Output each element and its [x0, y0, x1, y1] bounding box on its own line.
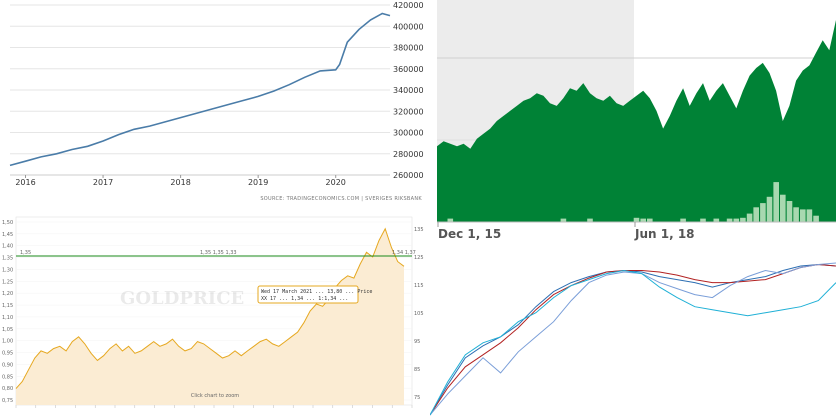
volume-bar: [680, 218, 686, 222]
y-tick-label: 1,10: [2, 315, 13, 321]
watermark: GOLDPRICE: [120, 288, 244, 309]
volume-bar: [766, 196, 773, 222]
y-tick-label: 280000: [393, 150, 424, 159]
y-tick-label: 260000: [393, 171, 424, 180]
volume-bar: [640, 218, 646, 222]
volume-bar: [633, 217, 640, 222]
volume-bar: [740, 217, 746, 222]
x-tick-label: 2020: [326, 178, 346, 187]
y-tick-label: 1,45: [2, 232, 13, 238]
volume-bar: [813, 215, 819, 222]
right-tick-label: 105: [414, 311, 424, 317]
volume-bar: [647, 218, 653, 222]
volume-bar: [746, 213, 753, 222]
y-tick-label: 1,15: [2, 303, 13, 309]
volume-bar: [760, 203, 766, 222]
gold-area: [16, 228, 404, 405]
x-tick-label: 2017: [93, 178, 113, 187]
right-tick-label: 75: [414, 395, 420, 401]
y-tick-label: 1,20: [2, 291, 13, 297]
y-tick-label: 0,85: [2, 374, 13, 380]
y-tick-label: 420000: [393, 1, 424, 10]
footer-note: Click chart to zoom: [191, 393, 239, 399]
right-tick-label: 115: [414, 283, 424, 289]
y-tick-label: 320000: [393, 107, 424, 116]
price-area: [437, 20, 836, 222]
source-note: SOURCE: TRADINGECONOMICS.COM | SVERIGES …: [260, 196, 422, 202]
volume-bar: [753, 207, 759, 222]
series-line: [430, 263, 836, 416]
y-tick-label: 360000: [393, 65, 424, 74]
y-tick-label: 0,80: [2, 386, 13, 392]
right-tick-label: 125: [414, 255, 424, 261]
right-tick-label: 95: [414, 339, 420, 345]
gold-line: [15, 227, 405, 389]
y-tick-label: 0,75: [2, 398, 13, 404]
y-tick-label: 1,35: [2, 256, 13, 262]
volume-bar: [560, 218, 567, 222]
right-tick-label: 85: [414, 367, 420, 373]
y-tick-label: 300000: [393, 129, 424, 138]
volume-bar: [786, 201, 793, 222]
y-tick-label: 0,90: [2, 362, 13, 368]
volume-bar: [773, 182, 779, 222]
volume-bar: [447, 218, 454, 222]
chart-gold-price: 1,50 1,45 1,40 1,35 1,30 1,25 1,20 1,15 1,10 1,05…: [0, 207, 430, 417]
series-line: [430, 269, 836, 416]
volume-bar: [806, 209, 813, 222]
x-tick-label: 2016: [15, 178, 35, 187]
y-tick-label: 1,05: [2, 327, 13, 333]
y-tick-label: 1,40: [2, 244, 13, 250]
chart-multi-line: [430, 245, 836, 417]
x-tick-label: Dec 1, 15: [438, 227, 501, 241]
y-tick-label: 1,30: [2, 267, 13, 273]
volume-bar: [800, 209, 806, 222]
right-tick-label: 135: [414, 227, 424, 233]
series-line: [9, 12, 391, 167]
chart-price-index-svg: 420000 400000 380000 360000 340000 320000 3000…: [9, 1, 424, 202]
volume-bar: [713, 218, 720, 222]
reference-line-label: 1,34 1,37: [392, 250, 416, 256]
volume-bar: [780, 194, 786, 222]
y-tick-label: 1,25: [2, 279, 13, 285]
x-tick-label: 2019: [248, 178, 268, 187]
tooltip-box: [257, 285, 359, 304]
y-tick-label: 0,95: [2, 351, 13, 357]
volume-bar: [587, 218, 593, 222]
reference-line-label: 1,35 1,35 1,33: [200, 250, 237, 256]
chart-stock-area-svg: Dec 1, 15 Jun 1, 18: [437, 0, 836, 241]
volume-bar: [700, 218, 706, 222]
tooltip-line: Wed 17 March 2021 ... 13,80 ... Price: [261, 289, 372, 295]
volume-bar: [793, 207, 799, 222]
x-tick-label: Jun 1, 18: [634, 227, 695, 241]
volume-bar: [726, 218, 733, 222]
chart-price-index: 420000 400000 380000 360000 340000 320000 3000…: [0, 0, 430, 210]
y-tick-label: 380000: [393, 44, 424, 53]
volume-bar: [733, 218, 740, 222]
x-tick-label: 2018: [170, 178, 190, 187]
reference-line-label: 1,35: [20, 250, 31, 256]
tooltip-line: XX 17 ... 1,34 ... 1:1,34 ...: [261, 296, 348, 302]
chart-stock-area: Dec 1, 15 Jun 1, 18: [437, 0, 836, 245]
y-tick-label: 1,50: [2, 220, 13, 226]
y-tick-label: 1,00: [2, 339, 13, 345]
y-tick-label: 400000: [393, 22, 424, 31]
series-line: [430, 262, 836, 416]
chart-multi-line-svg: [430, 262, 836, 416]
y-tick-label: 340000: [393, 86, 424, 95]
chart-gold-price-svg: 1,50 1,45 1,40 1,35 1,30 1,25 1,20 1,15 1,10 1,05…: [2, 216, 424, 408]
